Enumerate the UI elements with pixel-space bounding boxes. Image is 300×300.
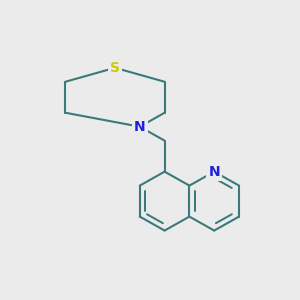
Text: N: N <box>134 120 146 134</box>
Text: S: S <box>110 61 120 75</box>
Text: N: N <box>208 165 220 178</box>
